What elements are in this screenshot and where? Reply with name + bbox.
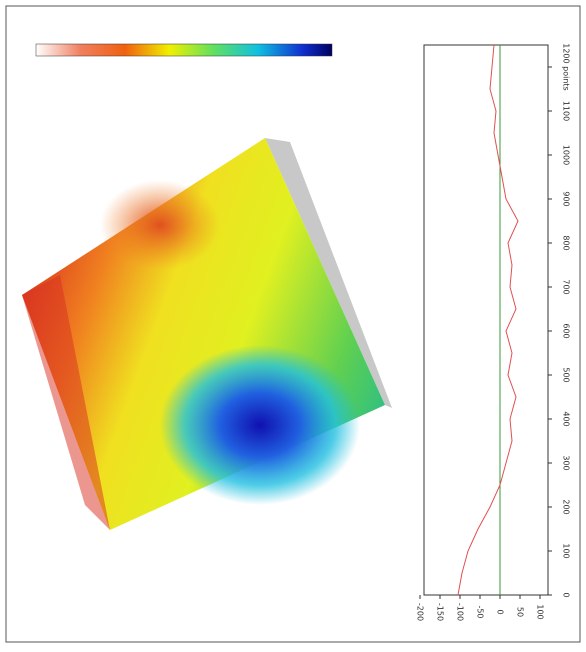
tick-label: 0: [496, 609, 505, 614]
tick-label: 100: [562, 543, 571, 558]
tick-label: -100: [456, 603, 465, 621]
tick-label: -50: [476, 605, 485, 618]
plot-area: [423, 44, 549, 596]
profile-plot: 0100200300400500600700800900100011001200…: [416, 43, 571, 621]
tick-label: 500: [562, 367, 571, 382]
tick-label: 1000: [562, 145, 571, 165]
tick-label: 700: [562, 279, 571, 294]
frame: [5, 5, 581, 643]
tick-label: 900: [562, 191, 571, 206]
tick-label: 800: [562, 235, 571, 250]
tick-label: 200: [562, 499, 571, 514]
tick-label: 1200 points: [562, 43, 571, 90]
colorbar: [35, 43, 333, 57]
surface-side: [265, 138, 392, 408]
tick-label: 600: [562, 323, 571, 338]
tick-label: -200: [416, 603, 425, 621]
surface-depression: [160, 345, 360, 505]
tick-label: 50: [516, 607, 525, 617]
surface-edge: [22, 275, 110, 530]
surface-high: [100, 180, 220, 270]
tick-label: 100: [536, 604, 545, 619]
tick-label: 400: [562, 411, 571, 426]
tick-label: 300: [562, 455, 571, 470]
profile-line: [457, 44, 519, 596]
tick-label: 1100: [562, 101, 571, 121]
tick-label: -150: [436, 603, 445, 621]
tick-label: 0: [562, 592, 571, 597]
